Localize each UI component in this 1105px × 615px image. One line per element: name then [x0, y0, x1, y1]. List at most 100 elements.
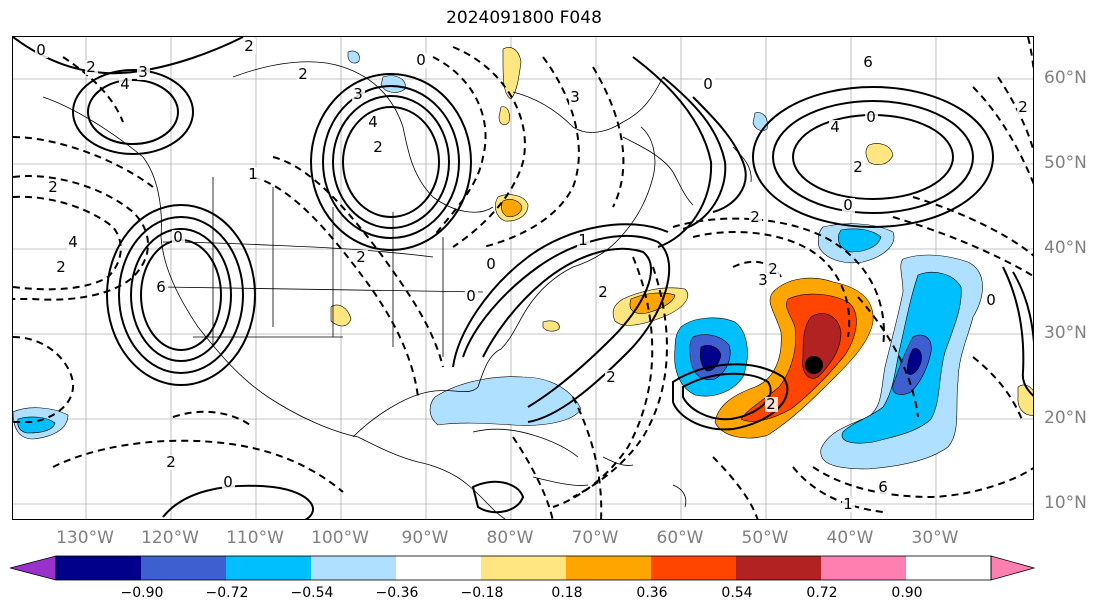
contour-label: 2: [56, 258, 66, 276]
lat-label: 50°N: [1044, 153, 1087, 173]
contour-label-background: [485, 257, 498, 272]
lat-label: 20°N: [1044, 408, 1087, 428]
contour-label: 2: [606, 368, 616, 386]
contour-label: 2: [766, 395, 776, 413]
contour-label: 4: [368, 113, 378, 131]
contour-label: 1: [578, 231, 588, 249]
contour-label-background: [55, 260, 68, 275]
contour-label: 0: [223, 473, 233, 491]
colorbar-tick-label: −0.72: [205, 585, 249, 601]
colorbar-extend-high: [990, 555, 1036, 581]
solid-contours: [13, 37, 1033, 519]
lon-label: 130°W: [56, 528, 114, 548]
colorbar-tick-label: −0.54: [290, 585, 334, 601]
contour-label: 2: [750, 208, 760, 226]
contour-label-background: [367, 115, 380, 130]
contour-label: 0: [986, 291, 996, 309]
contour-label-background: [842, 497, 855, 512]
lon-label: 100°W: [311, 528, 369, 548]
colorbar-bin: [56, 556, 141, 580]
contour-label-background: [829, 120, 842, 135]
contour-label-background: [749, 210, 762, 225]
contour-label: 0: [36, 41, 46, 59]
contour-label: 2: [356, 248, 366, 266]
contour-label: 4: [830, 118, 840, 136]
contour-label: 2: [373, 138, 383, 156]
lon-label: 50°W: [741, 528, 789, 548]
contour-label: 2: [768, 260, 778, 278]
map-title: 2024091800 F048: [446, 8, 602, 28]
contour-label: 2: [166, 453, 176, 471]
contour-label-background: [605, 370, 618, 385]
contour-label: 2: [48, 178, 58, 196]
shaded-field: [13, 47, 1033, 470]
contour-label: 4: [68, 233, 78, 251]
colorbar-tick-label: 0.90: [891, 585, 923, 601]
contour-label-background: [137, 65, 150, 80]
contour-label-background: [1017, 100, 1030, 115]
contour-label: 6: [878, 478, 888, 496]
contour-label: 2: [244, 37, 254, 55]
colorbar-tick-label: −0.18: [460, 585, 504, 601]
lon-label: 80°W: [486, 528, 534, 548]
lon-label: 30°W: [911, 528, 959, 548]
contour-label: 0: [466, 287, 476, 305]
colorbar-tick-label: 0.36: [636, 585, 668, 601]
contour-label-background: [297, 67, 310, 82]
contour-label-background: [35, 43, 48, 58]
lon-label: 70°W: [571, 528, 619, 548]
colorbar-bin: [141, 556, 226, 580]
contour-label-background: [465, 289, 478, 304]
contour-label: 3: [758, 271, 768, 289]
contour-label: 2: [298, 65, 308, 83]
coastlines: [42, 61, 752, 519]
lon-label: 120°W: [141, 528, 199, 548]
contour-label: 0: [843, 196, 853, 214]
contour-label-background: [577, 233, 590, 248]
lat-label: 10°N: [1044, 493, 1087, 513]
colorbar-tick-label: 0.54: [721, 585, 753, 601]
dashed-contours: [13, 37, 1033, 519]
contour-label: 0: [416, 51, 426, 69]
lat-label: 40°N: [1044, 238, 1087, 258]
contour-label: 0: [703, 75, 713, 93]
colorbar-bin: [736, 556, 821, 580]
contour-label: 1: [843, 495, 853, 513]
contour-label: 1: [248, 165, 258, 183]
contour-label: 3: [353, 85, 363, 103]
colorbar: [10, 555, 1036, 581]
colorbar-bin: [481, 556, 566, 580]
contour-label-background: [172, 230, 185, 245]
contour-label-background: [865, 110, 878, 125]
contour-label: 2: [598, 283, 608, 301]
contour-label-background: [355, 250, 368, 265]
contour-label: 2: [86, 58, 96, 76]
contour-label-background: [702, 77, 715, 92]
contour-label: 2: [853, 158, 863, 176]
colorbar-tick-label: −0.90: [120, 585, 164, 601]
colorbar-bin: [821, 556, 906, 580]
contour-label-background: [85, 60, 98, 75]
contour-label-background: [852, 160, 865, 175]
contour-label-background: [569, 90, 582, 105]
contour-label-background: [757, 273, 770, 288]
colorbar-tick-label: 0.18: [551, 585, 583, 601]
contour-label-background: [222, 475, 235, 490]
contour-label: 2: [1018, 98, 1028, 116]
storm-center-marker: [805, 356, 823, 374]
contour-label-background: [767, 262, 780, 277]
colorbar-tick-label: −0.36: [375, 585, 419, 601]
contour-label: 4: [120, 75, 130, 93]
contour-label-background: [985, 293, 998, 308]
lat-label: 60°N: [1044, 68, 1087, 88]
colorbar-bin: [396, 556, 481, 580]
contour-label: 0: [486, 255, 496, 273]
colorbar-extend-low: [10, 555, 57, 581]
contour-label-background: [372, 140, 385, 155]
contour-label-background: [119, 77, 132, 92]
contour-label-background: [247, 167, 260, 182]
lon-label: 40°W: [826, 528, 874, 548]
